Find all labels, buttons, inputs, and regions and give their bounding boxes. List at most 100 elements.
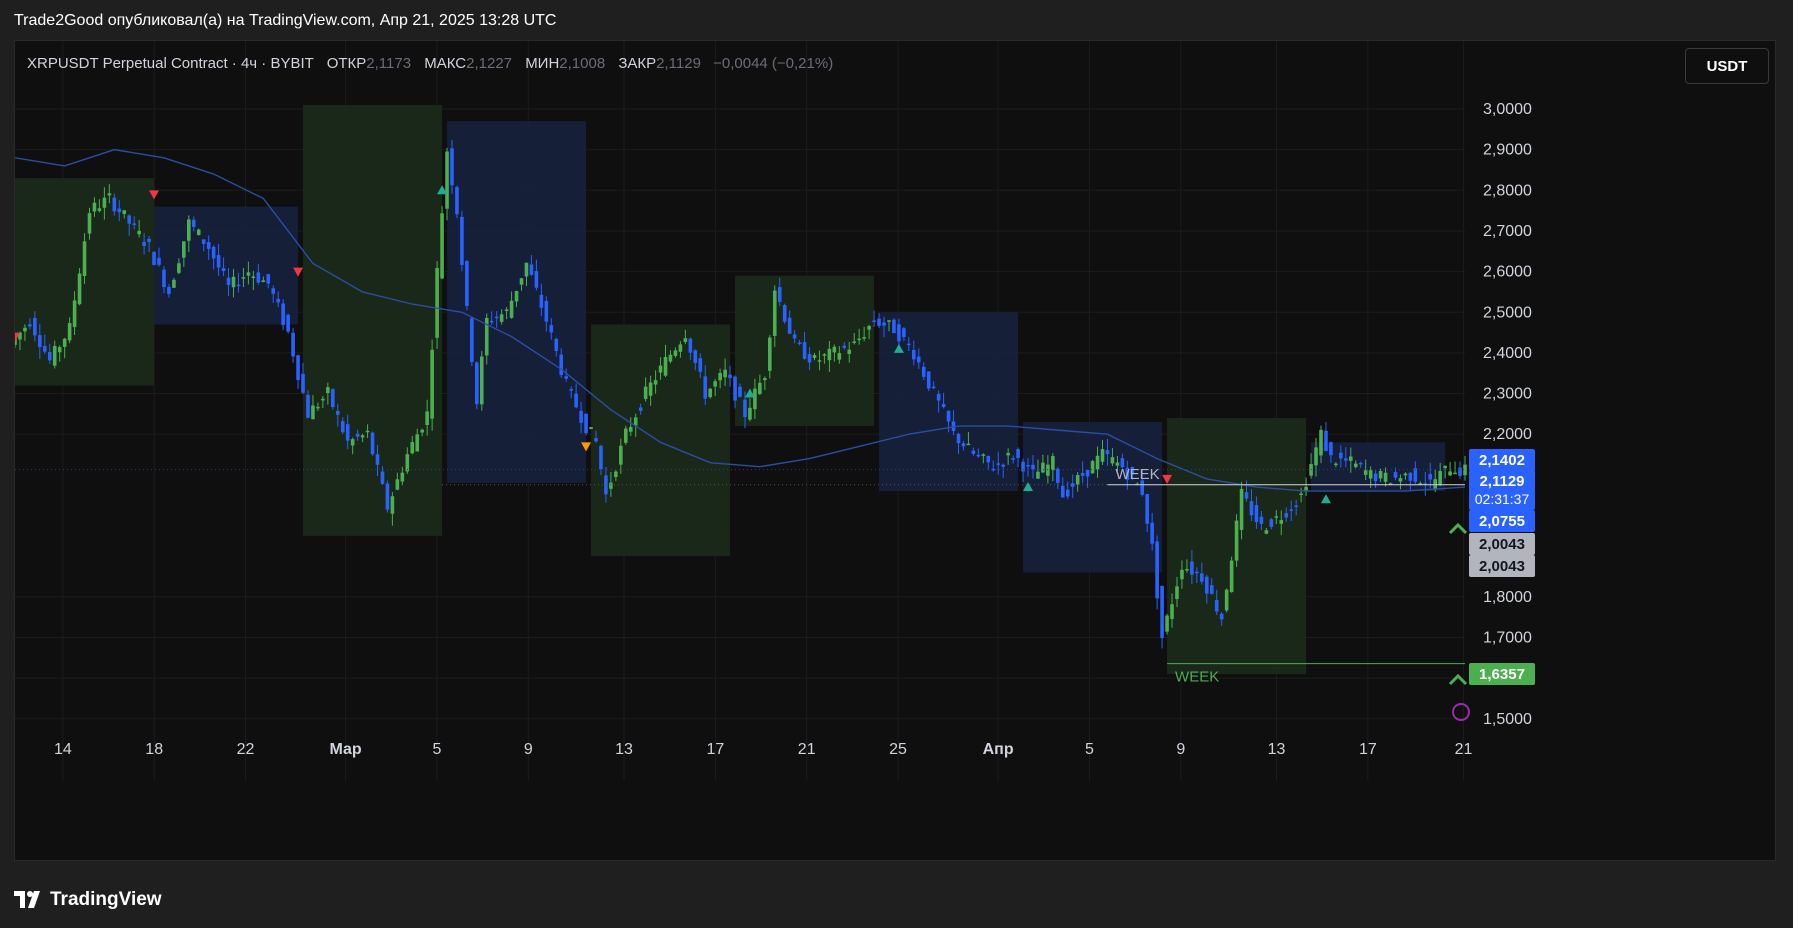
candle-body[interactable] xyxy=(1041,462,1045,473)
candle-body[interactable] xyxy=(703,376,708,399)
candle-body[interactable] xyxy=(112,197,117,212)
candle-body[interactable] xyxy=(748,407,752,420)
candle-body[interactable] xyxy=(42,346,47,352)
candle-body[interactable] xyxy=(251,276,256,279)
candle-body[interactable] xyxy=(1060,485,1065,498)
candle-body[interactable] xyxy=(827,348,832,361)
candle-body[interactable] xyxy=(301,373,305,393)
candle-body[interactable] xyxy=(1110,457,1115,464)
candle-body[interactable] xyxy=(465,261,469,306)
candle-body[interactable] xyxy=(574,393,578,408)
candle-body[interactable] xyxy=(172,279,176,288)
candle-body[interactable] xyxy=(1016,449,1020,459)
candle-body[interactable] xyxy=(1348,456,1353,461)
candle-body[interactable] xyxy=(489,320,494,323)
candle-body[interactable] xyxy=(966,443,971,446)
candle-body[interactable] xyxy=(1165,615,1169,632)
candle-body[interactable] xyxy=(266,274,271,284)
signal-down-triangle[interactable] xyxy=(293,267,304,277)
candle-body[interactable] xyxy=(663,356,668,376)
candle-body[interactable] xyxy=(519,278,524,285)
candle-body[interactable] xyxy=(792,334,797,339)
symbol-title[interactable]: XRPUSDT Perpetual Contract · 4ч · BYBIT xyxy=(27,55,314,72)
candle-body[interactable] xyxy=(1388,483,1393,485)
candle-body[interactable] xyxy=(1229,560,1234,593)
candle-body[interactable] xyxy=(852,341,857,343)
candle-body[interactable] xyxy=(127,215,132,224)
candle-body[interactable] xyxy=(187,219,191,241)
candle-body[interactable] xyxy=(1155,541,1159,599)
candle-body[interactable] xyxy=(862,337,866,339)
candle-body[interactable] xyxy=(897,324,901,342)
candle-body[interactable] xyxy=(1026,465,1030,467)
candle-body[interactable] xyxy=(1249,501,1254,516)
candle-body[interactable] xyxy=(1463,464,1467,476)
candle-body[interactable] xyxy=(767,337,772,371)
chevron-up-icon[interactable] xyxy=(1448,673,1468,686)
candle-body[interactable] xyxy=(832,346,837,353)
candle-body[interactable] xyxy=(1239,488,1244,530)
candle-body[interactable] xyxy=(1334,463,1338,466)
candle-body[interactable] xyxy=(1065,489,1070,497)
candle-body[interactable] xyxy=(97,208,102,211)
currency-button[interactable]: USDT xyxy=(1685,48,1769,84)
candle-body[interactable] xyxy=(807,354,812,363)
signal-up-triangle[interactable] xyxy=(1320,494,1331,504)
candle-body[interactable] xyxy=(1428,474,1433,480)
candle-body[interactable] xyxy=(1001,464,1005,467)
candle-body[interactable] xyxy=(340,421,345,433)
candle-body[interactable] xyxy=(1244,492,1249,499)
price-tag[interactable] xyxy=(1469,510,1535,532)
candle-body[interactable] xyxy=(559,354,564,375)
candle-body[interactable] xyxy=(544,300,549,322)
candle-body[interactable] xyxy=(261,280,266,282)
candle-body[interactable] xyxy=(1200,573,1204,582)
candle-body[interactable] xyxy=(132,223,136,225)
candle-body[interactable] xyxy=(1190,561,1194,575)
candle-body[interactable] xyxy=(435,268,439,338)
candle-body[interactable] xyxy=(688,338,693,353)
candle-body[interactable] xyxy=(1373,473,1378,482)
candle-body[interactable] xyxy=(1160,585,1164,638)
candle-body[interactable] xyxy=(877,318,881,326)
candle-body[interactable] xyxy=(1100,449,1105,462)
candle-body[interactable] xyxy=(395,479,400,490)
candle-body[interactable] xyxy=(872,320,876,322)
candle-body[interactable] xyxy=(1324,430,1328,452)
candle-body[interactable] xyxy=(1011,458,1015,460)
candle-body[interactable] xyxy=(152,251,156,265)
candle-body[interactable] xyxy=(658,365,663,373)
candle-body[interactable] xyxy=(1046,464,1050,476)
candle-body[interactable] xyxy=(415,434,420,452)
candle-body[interactable] xyxy=(892,319,896,334)
candle-body[interactable] xyxy=(1145,494,1149,524)
candle-body[interactable] xyxy=(936,393,941,401)
candle-body[interactable] xyxy=(1095,455,1100,470)
candle-body[interactable] xyxy=(321,398,325,401)
candle-body[interactable] xyxy=(723,369,727,378)
signal-down-triangle[interactable] xyxy=(149,190,160,200)
candle-body[interactable] xyxy=(276,298,280,303)
candle-body[interactable] xyxy=(1294,505,1298,508)
candle-body[interactable] xyxy=(718,373,722,381)
candle-body[interactable] xyxy=(1185,568,1189,571)
candle-body[interactable] xyxy=(475,362,479,405)
candle-body[interactable] xyxy=(177,263,181,273)
candle-body[interactable] xyxy=(584,413,588,434)
candle-body[interactable] xyxy=(1209,585,1214,594)
candle-body[interactable] xyxy=(1368,470,1373,479)
candle-body[interactable] xyxy=(326,387,330,394)
candle-body[interactable] xyxy=(142,241,146,247)
candle-body[interactable] xyxy=(1448,471,1452,476)
candle-body[interactable] xyxy=(1289,509,1293,511)
candle-body[interactable] xyxy=(857,338,861,341)
candle-body[interactable] xyxy=(316,406,320,409)
candle-body[interactable] xyxy=(1234,520,1239,561)
candle-body[interactable] xyxy=(604,475,608,495)
candle-body[interactable] xyxy=(122,210,127,214)
price-tag[interactable] xyxy=(1469,449,1535,471)
candle-body[interactable] xyxy=(375,454,380,465)
candle-body[interactable] xyxy=(23,327,27,332)
candle-body[interactable] xyxy=(385,483,390,510)
candle-body[interactable] xyxy=(167,286,171,294)
